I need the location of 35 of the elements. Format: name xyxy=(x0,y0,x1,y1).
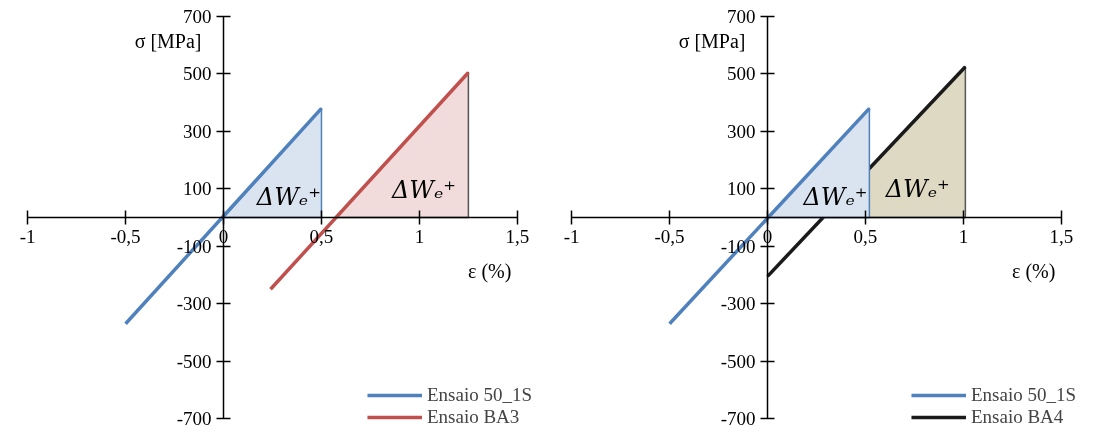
x-tick-label: 0,5 xyxy=(853,225,878,247)
y-tick-label: 100 xyxy=(183,178,212,200)
x-tick-label: -0,5 xyxy=(654,225,685,247)
y-tick-label: 700 xyxy=(183,6,212,28)
legend-label: Ensaio BA4 xyxy=(970,406,1064,428)
annotation: ΔWₑ⁺ xyxy=(255,182,321,211)
y-tick-label: -500 xyxy=(720,350,756,372)
x-tick-label: 1 xyxy=(414,225,425,247)
x-tick-label: -1 xyxy=(563,225,580,247)
y-tick-label: 500 xyxy=(183,63,212,85)
annotation: ΔWₑ⁺ xyxy=(802,182,868,211)
annotation: ΔWₑ⁺ xyxy=(884,174,950,203)
y-axis-title: σ [MPa] xyxy=(134,29,202,52)
x-tick-label: 1,5 xyxy=(1049,225,1074,247)
x-tick-label: -0,5 xyxy=(110,225,141,247)
x-tick-label: 1 xyxy=(958,225,969,247)
y-tick-label: -700 xyxy=(176,407,212,429)
y-tick-label: 100 xyxy=(727,178,756,200)
y-axis-title: σ [MPa] xyxy=(678,29,746,52)
y-tick-label: -300 xyxy=(176,293,212,315)
y-tick-label: 500 xyxy=(727,63,756,85)
y-tick-label: 700 xyxy=(727,6,756,28)
y-tick-label: -700 xyxy=(720,407,756,429)
x-tick-label: 1,5 xyxy=(505,225,530,247)
x-tick-label: -1 xyxy=(19,225,36,247)
x-axis-title: ε (%) xyxy=(1011,259,1056,283)
y-tick-label: -500 xyxy=(176,350,212,372)
legend-label: Ensaio 50_1S xyxy=(426,384,532,406)
legend-label: Ensaio BA3 xyxy=(426,406,520,428)
annotation: ΔWₑ⁺ xyxy=(391,175,456,204)
x-axis-title: ε (%) xyxy=(467,259,512,283)
y-tick-label: 300 xyxy=(727,120,756,142)
legend-label: Ensaio 50_1S xyxy=(970,384,1076,406)
y-tick-label: -300 xyxy=(720,293,756,315)
y-tick-label: 300 xyxy=(183,120,212,142)
